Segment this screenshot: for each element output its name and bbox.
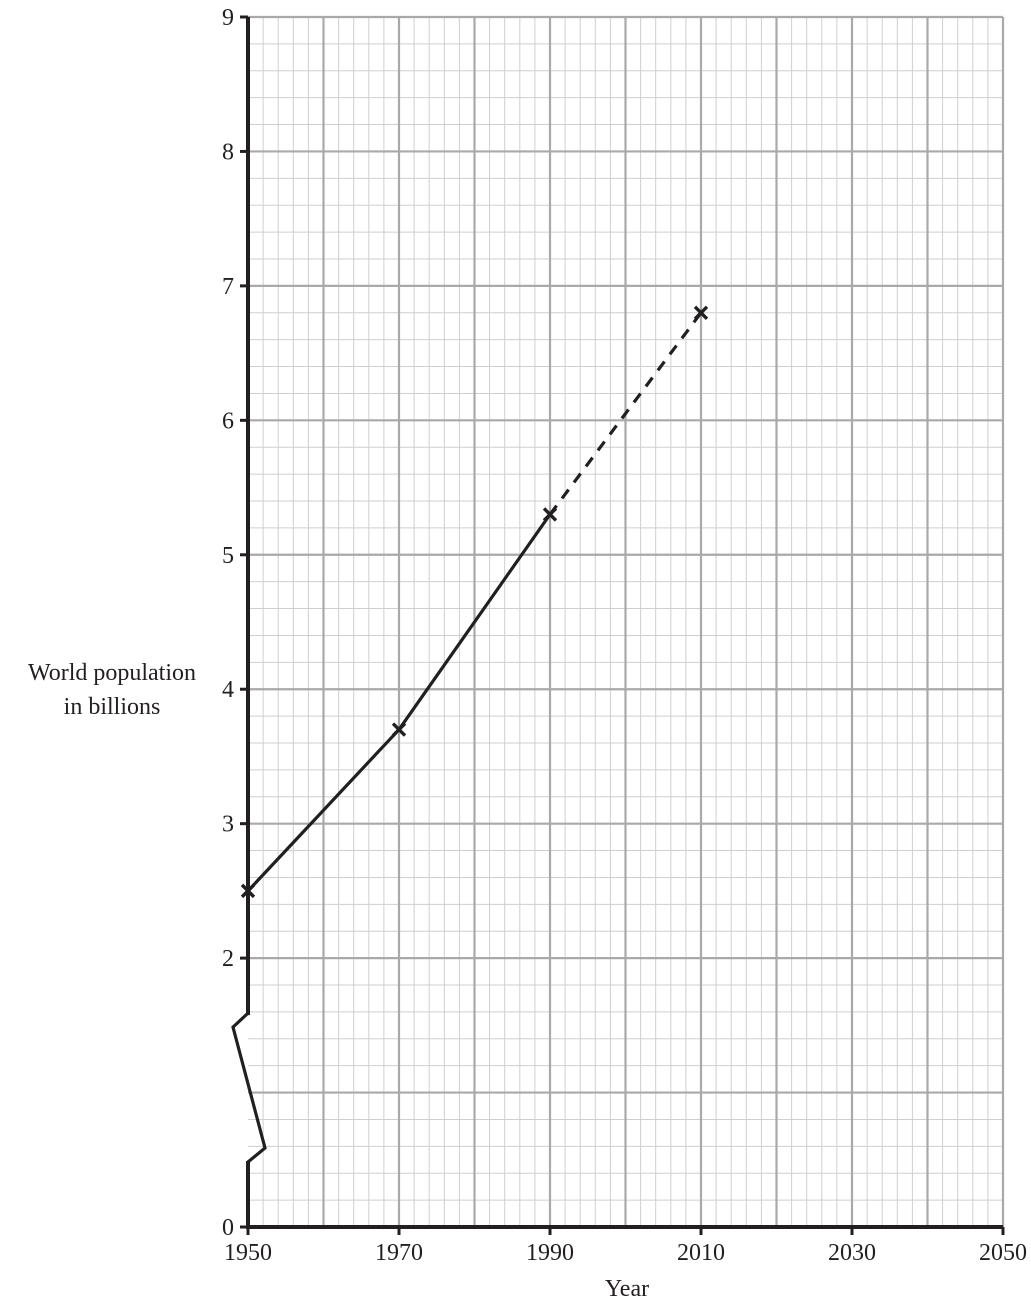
x-tick-label: 1990 bbox=[526, 1240, 574, 1266]
y-tick-label: 7 bbox=[222, 274, 234, 300]
y-tick-label: 5 bbox=[222, 543, 234, 569]
y-tick-label: 6 bbox=[222, 408, 234, 434]
major-gridlines bbox=[248, 15, 1005, 1227]
x-marker bbox=[542, 507, 558, 522]
x-axis-label: Year bbox=[605, 1276, 649, 1302]
tick-labels: 0 2 3 4 5 6 7 8 9 1950 1970 1990 2010 2030 2050 bbox=[222, 5, 1027, 1266]
x-tick-label: 1950 bbox=[224, 1240, 272, 1266]
y-axis-label-line-1: World population bbox=[28, 660, 196, 686]
y-tick-label: 8 bbox=[222, 139, 234, 165]
x-tick-label: 2050 bbox=[979, 1240, 1027, 1266]
x-marker-stroke bbox=[391, 722, 407, 737]
axes bbox=[231, 15, 1005, 1235]
y-tick-label: 0 bbox=[222, 1215, 234, 1241]
x-marker-stroke bbox=[542, 507, 558, 522]
y-axis-label-line-2: in billions bbox=[64, 694, 161, 720]
y-axis-break bbox=[231, 1011, 267, 1164]
x-marker bbox=[391, 722, 407, 737]
y-tick-label: 2 bbox=[222, 946, 234, 972]
y-tick-label: 9 bbox=[222, 5, 234, 31]
y-tick-label: 4 bbox=[222, 677, 234, 703]
y-tick-label: 3 bbox=[222, 812, 234, 838]
dashed-series-line bbox=[548, 311, 703, 516]
x-tick-label: 2030 bbox=[828, 1240, 876, 1266]
x-tick-label: 1970 bbox=[375, 1240, 423, 1266]
x-marker bbox=[693, 305, 709, 320]
x-marker-stroke bbox=[693, 305, 709, 320]
x-tick-label: 2010 bbox=[677, 1240, 725, 1266]
